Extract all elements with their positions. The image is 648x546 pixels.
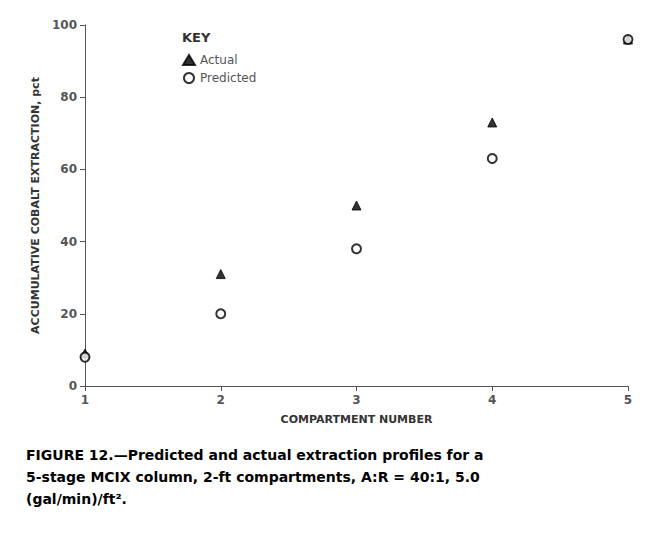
svg-text:4: 4 (488, 393, 496, 407)
svg-text:5: 5 (624, 393, 632, 407)
svg-text:KEY: KEY (182, 30, 211, 45)
svg-text:Predicted: Predicted (200, 71, 256, 85)
svg-text:Actual: Actual (200, 53, 238, 67)
svg-text:40: 40 (60, 235, 77, 249)
svg-text:(gal/min)/ft².: (gal/min)/ft². (26, 491, 127, 507)
svg-text:100: 100 (52, 18, 77, 32)
svg-text:3: 3 (352, 393, 360, 407)
svg-text:1: 1 (81, 393, 89, 407)
svg-text:0: 0 (69, 379, 77, 393)
svg-text:5-stage MCIX column, 2-ft comp: 5-stage MCIX column, 2-ft compartments, … (26, 469, 480, 485)
svg-text:COMPARTMENT NUMBER: COMPARTMENT NUMBER (281, 413, 433, 426)
svg-text:20: 20 (60, 307, 77, 321)
svg-text:FIGURE 12.—Predicted and actua: FIGURE 12.—Predicted and actual extracti… (26, 447, 484, 463)
svg-text:2: 2 (217, 393, 225, 407)
svg-text:80: 80 (60, 90, 77, 104)
svg-text:60: 60 (60, 162, 77, 176)
svg-text:ACCUMULATIVE COBALT EXTRACTION: ACCUMULATIVE COBALT EXTRACTION, pct (29, 77, 42, 334)
